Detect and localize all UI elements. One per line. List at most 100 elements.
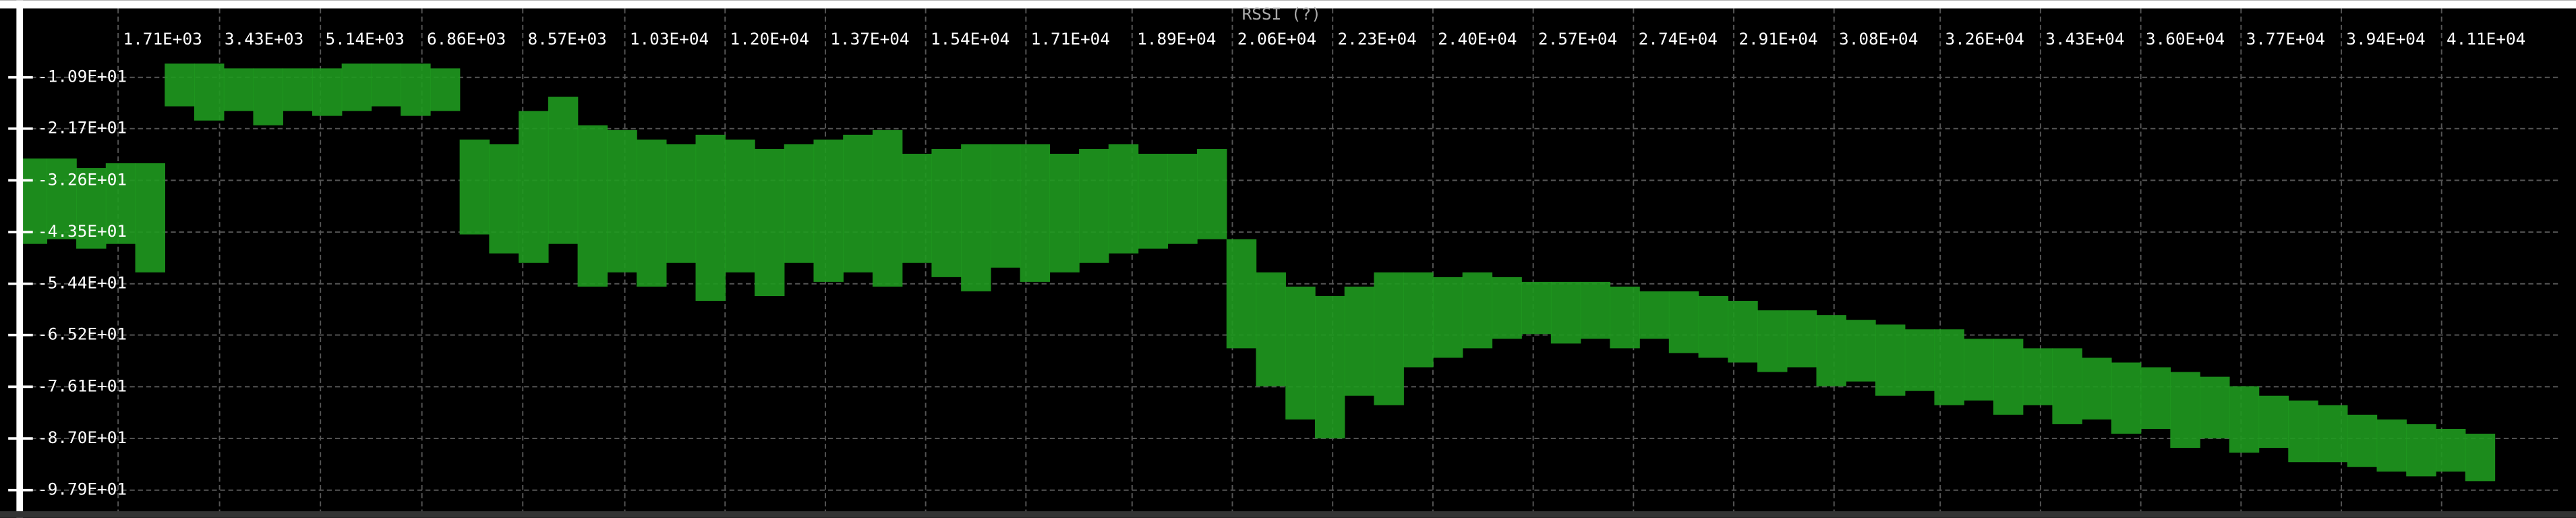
rssi-range <box>784 144 815 263</box>
rssi-range <box>1197 148 1227 239</box>
y-tick-label: -6.52E+01 <box>38 324 127 344</box>
rssi-range <box>1462 272 1493 349</box>
rssi-range <box>961 144 991 291</box>
rssi-range <box>371 63 401 107</box>
y-tick-label: -7.61E+01 <box>38 376 127 395</box>
y-tick-label: -9.79E+01 <box>38 480 127 499</box>
x-tick-label: 1.20E+04 <box>730 29 809 49</box>
x-tick-label: 3.43E+03 <box>225 29 303 49</box>
x-tick-label: 2.06E+04 <box>1237 29 1316 49</box>
rssi-range <box>2318 405 2348 463</box>
rssi-range <box>165 63 195 107</box>
x-tick-label: 1.89E+04 <box>1137 29 1216 49</box>
x-tick-label: 3.26E+04 <box>1945 29 2024 49</box>
rssi-range <box>223 68 254 111</box>
rssi-range <box>1550 281 1581 344</box>
rssi-range <box>1314 296 1345 439</box>
rssi-range <box>990 144 1021 268</box>
rssi-range <box>2229 386 2260 453</box>
rssi-range <box>2170 372 2200 449</box>
y-tick-label: -8.70E+01 <box>38 428 127 447</box>
x-tick-label: 5.14E+03 <box>325 29 404 49</box>
rssi-range <box>1492 277 1522 339</box>
rssi-range <box>637 139 667 287</box>
x-tick-label: 2.23E+04 <box>1338 29 1417 49</box>
y-tick-label: -4.35E+01 <box>38 221 127 241</box>
rssi-range <box>754 148 785 297</box>
x-tick-label: 1.54E+04 <box>931 29 1009 49</box>
rssi-range <box>1403 272 1434 368</box>
x-tick-label: 2.91E+04 <box>1738 29 1817 49</box>
rssi-range <box>813 139 844 282</box>
rssi-range <box>105 163 136 244</box>
rssi-range <box>194 63 225 121</box>
rssi-range <box>872 130 903 287</box>
y-tick-label: -3.26E+01 <box>38 169 127 189</box>
x-tick-label: 3.08E+04 <box>1839 29 1918 49</box>
rssi-range <box>2200 376 2230 439</box>
rssi-range <box>1049 153 1080 272</box>
rssi-range <box>1964 339 1994 401</box>
x-tick-label: 3.43E+04 <box>2045 29 2124 49</box>
rssi-range <box>401 63 431 116</box>
rssi-range <box>430 68 461 111</box>
rssi-range <box>2465 434 2496 482</box>
rssi-range <box>2140 367 2171 429</box>
rssi-range <box>2435 428 2466 472</box>
rssi-range <box>1580 281 1611 339</box>
rssi-range <box>459 139 490 235</box>
rssi-range <box>2082 357 2112 420</box>
rssi-range <box>253 68 283 125</box>
x-tick-label: 1.37E+04 <box>830 29 909 49</box>
rssi-range <box>1846 320 1876 382</box>
rssi-range <box>1344 286 1375 396</box>
x-tick-label: 1.71E+04 <box>1031 29 1110 49</box>
rssi-range <box>2022 348 2053 405</box>
rssi-range <box>1757 310 1788 372</box>
x-tick-label: 8.57E+03 <box>528 29 607 49</box>
rssi-range <box>1668 291 1699 353</box>
y-tick-label: -5.44E+01 <box>38 273 127 293</box>
rssi-range <box>2258 395 2289 449</box>
rssi-range <box>1226 239 1257 349</box>
rssi-range <box>548 96 579 244</box>
rssi-range <box>489 144 519 254</box>
rssi-range <box>843 134 873 272</box>
rssi-range <box>1993 339 2024 415</box>
rssi-range <box>902 153 933 263</box>
rssi-range <box>1285 286 1316 420</box>
rssi-range <box>1639 291 1670 339</box>
chart-title: RSSI (?) <box>1242 4 1321 24</box>
rssi-range <box>607 130 637 272</box>
rssi-range <box>1786 310 1817 368</box>
rssi-range <box>312 68 343 116</box>
rssi-range <box>135 163 165 272</box>
x-tick-label: 2.74E+04 <box>1639 29 1718 49</box>
rssi-range <box>2111 362 2142 434</box>
x-tick-label: 4.11E+04 <box>2447 29 2525 49</box>
x-tick-label: 6.86E+03 <box>427 29 506 49</box>
rssi-range <box>666 144 697 263</box>
rssi-range <box>341 63 372 111</box>
rssi-range <box>1256 272 1286 386</box>
data-marks <box>17 63 2496 482</box>
rssi-range <box>2406 424 2436 477</box>
top-border <box>0 0 2576 9</box>
rssi-range <box>1432 277 1463 358</box>
rssi-range <box>2376 419 2407 472</box>
rssi-range <box>1079 148 1109 263</box>
axis-labels: 1.71E+03 3.43E+03 5.14E+03 6.86E+03 8.57E+03… <box>8 29 2525 499</box>
rssi-range <box>1020 144 1051 282</box>
y-tick-label: -1.09E+01 <box>38 67 127 86</box>
rssi-range <box>2052 348 2082 424</box>
x-tick-label: 3.60E+04 <box>2146 29 2225 49</box>
y-axis-line <box>16 0 24 518</box>
rssi-range <box>1875 324 1906 396</box>
rssi-range <box>1934 329 1964 405</box>
rssi-range <box>1728 301 1758 363</box>
rssi-range <box>283 68 313 111</box>
rssi-range <box>577 125 608 287</box>
rssi-range <box>1816 315 1846 386</box>
rssi-range <box>2347 414 2378 467</box>
